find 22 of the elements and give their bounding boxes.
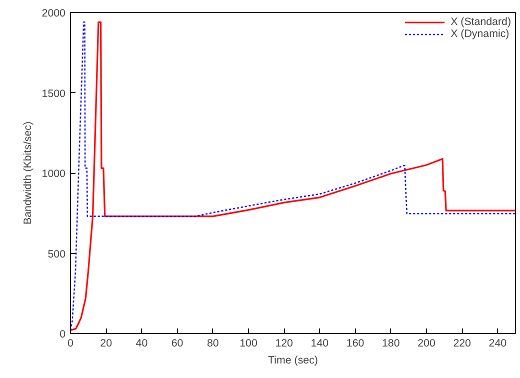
- x-tick-label: 80: [206, 338, 219, 350]
- y-tick-label: 0: [60, 328, 66, 340]
- legend-label: X (Standard): [450, 16, 511, 28]
- x-axis-title: Time (sec): [268, 354, 318, 366]
- x-tick-label: 200: [418, 338, 436, 350]
- y-tick-label: 1000: [42, 168, 66, 180]
- x-tick-label: 120: [275, 338, 294, 350]
- x-tick-label: 220: [453, 338, 472, 350]
- x-tick-label: 160: [346, 338, 364, 350]
- y-tick-label: 500: [48, 248, 66, 260]
- legend-label: X (Dynamic): [450, 28, 510, 40]
- y-tick-label: 1500: [42, 88, 66, 100]
- x-tick-label: 140: [310, 338, 329, 350]
- y-tick-label: 2000: [42, 8, 66, 20]
- x-tick-label: 180: [382, 338, 400, 350]
- y-axis-title: Bandwidth (Kbits/sec): [22, 121, 34, 225]
- x-tick-label: 60: [171, 338, 184, 350]
- x-tick-label: 20: [100, 338, 112, 350]
- x-tick-label: 0: [68, 338, 74, 350]
- x-tick-label: 100: [240, 338, 258, 350]
- x-tick-label: 40: [136, 338, 148, 350]
- x-tick-label: 240: [488, 338, 507, 350]
